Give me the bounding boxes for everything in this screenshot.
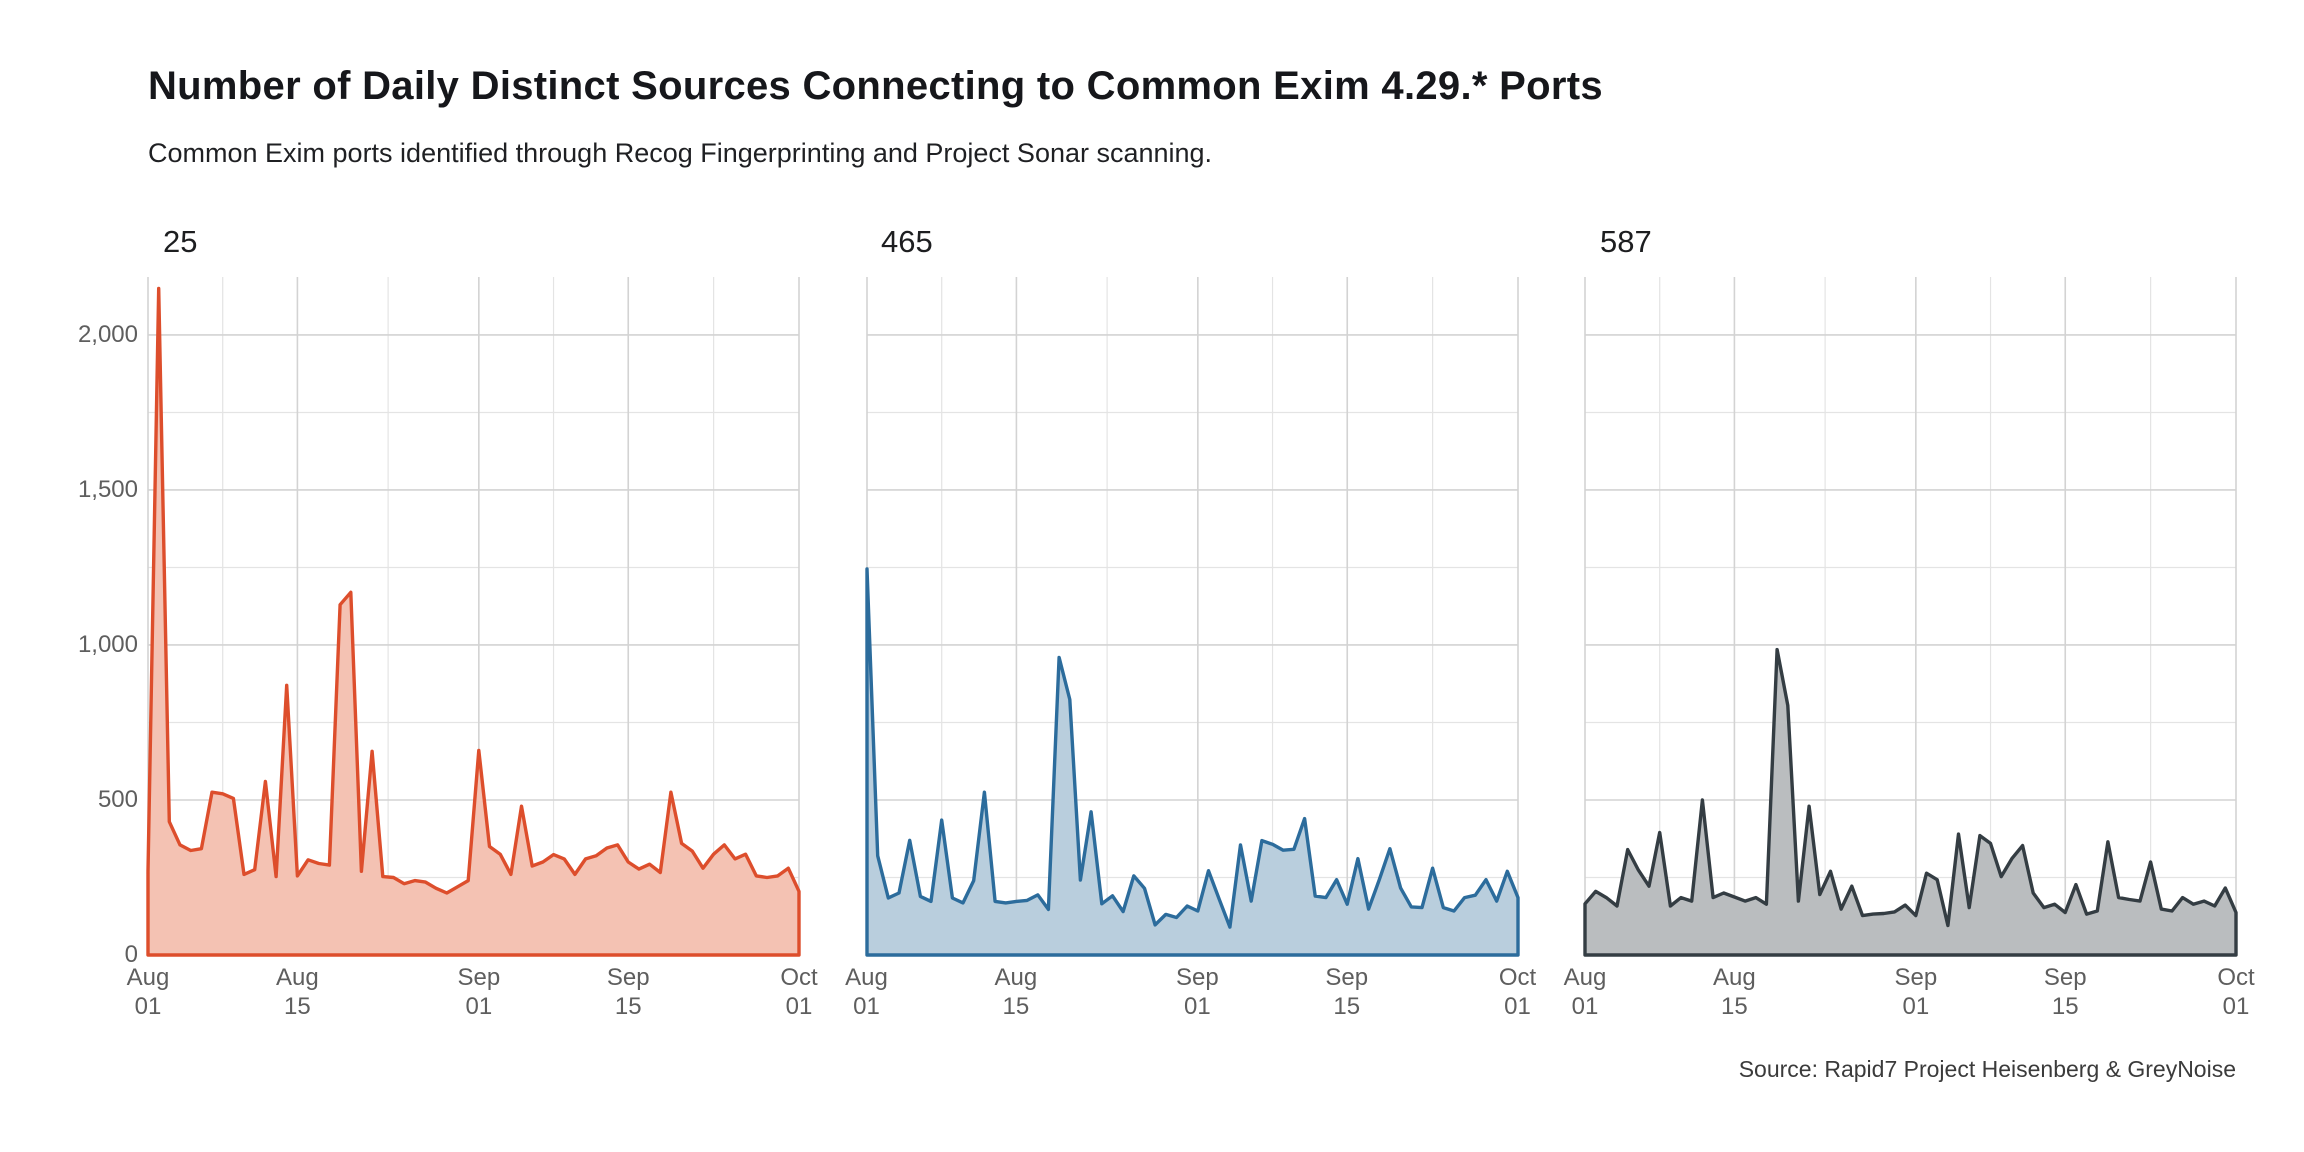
x-axis-tick: Oct 01 xyxy=(739,963,859,1021)
x-tick-day: 01 xyxy=(134,993,162,1020)
x-tick-month: Aug xyxy=(126,964,170,991)
x-axis-tick: Sep 01 xyxy=(1137,963,1257,1021)
x-axis-tick: Sep 15 xyxy=(2005,963,2125,1021)
area-series-port-25 xyxy=(146,286,801,957)
x-axis-tick: Oct 01 xyxy=(1458,963,1578,1021)
x-tick-month: Oct xyxy=(1498,964,1537,991)
x-tick-month: Sep xyxy=(1175,964,1219,991)
x-tick-day: 01 xyxy=(853,993,880,1020)
x-axis-tick: Aug 01 xyxy=(88,963,208,1021)
facet-label-port-587: 587 xyxy=(1600,224,1652,259)
y-axis-tick: 1,500 xyxy=(77,475,138,503)
x-tick-day: 15 xyxy=(614,993,642,1020)
chart-title: Number of Daily Distinct Sources Connect… xyxy=(148,64,1603,108)
x-tick-month: Oct xyxy=(2217,964,2255,991)
x-axis-tick: Aug 01 xyxy=(1525,963,1645,1021)
x-tick-day: 15 xyxy=(1721,993,1748,1020)
x-tick-day: 15 xyxy=(1333,993,1361,1020)
x-tick-day: 15 xyxy=(2051,993,2079,1020)
x-tick-day: 01 xyxy=(1504,993,1531,1020)
y-axis-tick: 2,000 xyxy=(77,320,138,348)
x-tick-month: Aug xyxy=(1563,964,1607,991)
x-tick-month: Oct xyxy=(780,964,818,991)
x-tick-day: 01 xyxy=(1183,993,1211,1020)
chart-subtitle: Common Exim ports identified through Rec… xyxy=(148,138,1213,168)
facet-label-port-465: 465 xyxy=(881,224,933,259)
x-tick-day: 01 xyxy=(1571,993,1599,1020)
x-tick-month: Sep xyxy=(1325,964,1369,991)
x-tick-day: 15 xyxy=(284,993,311,1020)
x-tick-day: 15 xyxy=(1002,993,1030,1020)
x-tick-month: Aug xyxy=(994,964,1038,991)
facet-panel-port-587 xyxy=(1583,277,2238,957)
x-tick-month: Sep xyxy=(2043,964,2087,991)
x-axis-tick: Aug 15 xyxy=(1674,963,1794,1021)
x-tick-month: Sep xyxy=(1894,964,1938,991)
y-axis-tick: 1,000 xyxy=(77,630,138,658)
y-axis-tick: 500 xyxy=(97,785,138,813)
x-tick-day: 01 xyxy=(1902,993,1930,1020)
facet-panel-port-25 xyxy=(146,277,801,957)
x-axis-tick: Aug 01 xyxy=(807,963,927,1021)
area-series-port-587 xyxy=(1583,647,2238,957)
source-caption: Source: Rapid7 Project Heisenberg & Grey… xyxy=(1738,1056,2236,1082)
x-axis-tick: Sep 01 xyxy=(419,963,539,1021)
facet-label-port-25: 25 xyxy=(163,224,198,259)
x-tick-day: 01 xyxy=(465,993,493,1020)
x-axis-tick: Sep 01 xyxy=(1856,963,1976,1021)
x-tick-month: Aug xyxy=(845,964,888,991)
x-tick-month: Aug xyxy=(276,964,319,991)
area-series-port-465 xyxy=(864,567,1520,957)
x-axis-tick: Aug 15 xyxy=(237,963,357,1021)
x-tick-day: 01 xyxy=(785,993,813,1020)
facet-panel-port-465 xyxy=(864,277,1520,957)
x-axis-tick: Sep 15 xyxy=(1287,963,1407,1021)
x-axis-tick: Sep 15 xyxy=(568,963,688,1021)
x-tick-month: Sep xyxy=(606,964,650,991)
x-axis-tick: Oct 01 xyxy=(2176,963,2296,1021)
x-tick-month: Aug xyxy=(1713,964,1756,991)
x-axis-tick: Aug 15 xyxy=(956,963,1076,1021)
x-tick-day: 01 xyxy=(2222,993,2250,1020)
x-tick-month: Sep xyxy=(457,964,501,991)
y-axis-tick: 0 xyxy=(124,941,138,968)
